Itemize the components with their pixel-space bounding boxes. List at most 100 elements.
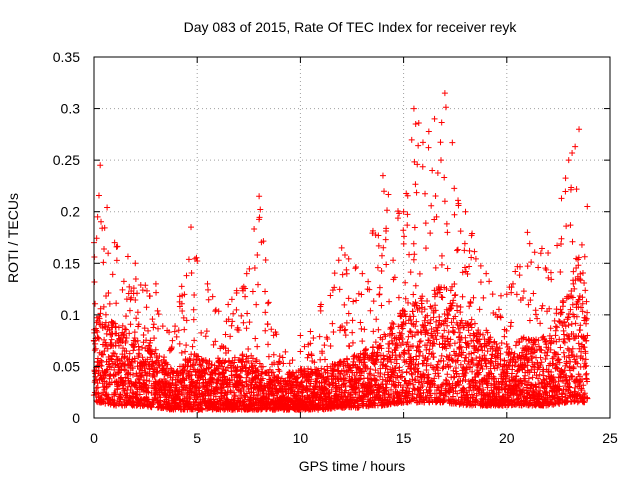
data-point bbox=[180, 314, 187, 321]
data-point bbox=[520, 386, 527, 393]
data-point bbox=[476, 336, 483, 343]
data-point bbox=[434, 330, 441, 337]
data-point bbox=[513, 373, 520, 380]
data-point bbox=[411, 224, 418, 231]
data-point bbox=[497, 314, 504, 321]
data-point bbox=[532, 341, 539, 348]
data-point bbox=[564, 379, 571, 386]
data-point bbox=[576, 276, 583, 283]
data-point bbox=[461, 264, 468, 271]
x-tick-label: 10 bbox=[293, 430, 309, 446]
data-point bbox=[567, 306, 574, 313]
data-point bbox=[311, 359, 318, 366]
data-point bbox=[175, 393, 182, 400]
data-point bbox=[494, 364, 501, 371]
data-point bbox=[417, 338, 424, 345]
data-point bbox=[318, 301, 325, 308]
data-point bbox=[416, 338, 423, 345]
data-point bbox=[545, 274, 552, 281]
data-point bbox=[182, 348, 189, 355]
data-point bbox=[575, 333, 582, 340]
data-point bbox=[104, 391, 111, 398]
data-point bbox=[111, 350, 118, 357]
data-point bbox=[526, 240, 533, 247]
data-point bbox=[508, 319, 515, 326]
data-point bbox=[430, 328, 437, 335]
data-point bbox=[434, 290, 441, 297]
data-point bbox=[416, 305, 423, 312]
data-point bbox=[553, 306, 560, 313]
data-point bbox=[473, 355, 480, 362]
data-point bbox=[131, 355, 138, 362]
data-point bbox=[122, 338, 129, 345]
data-point bbox=[524, 263, 531, 270]
data-point bbox=[466, 303, 473, 310]
data-point bbox=[108, 364, 115, 371]
data-point bbox=[164, 361, 171, 368]
data-point bbox=[147, 354, 154, 361]
data-point bbox=[538, 305, 545, 312]
data-point bbox=[375, 242, 382, 249]
data-point bbox=[526, 317, 533, 324]
data-point bbox=[410, 256, 417, 263]
data-point bbox=[410, 381, 417, 388]
data-point bbox=[282, 348, 289, 355]
data-point bbox=[339, 323, 346, 330]
data-point bbox=[358, 291, 365, 298]
data-point bbox=[256, 193, 263, 200]
data-point bbox=[390, 370, 397, 377]
data-point bbox=[145, 327, 152, 334]
data-point bbox=[509, 280, 516, 287]
data-point bbox=[101, 347, 108, 354]
data-point bbox=[130, 371, 137, 378]
data-point bbox=[375, 326, 382, 333]
data-point bbox=[443, 345, 450, 352]
data-point bbox=[155, 361, 162, 368]
data-point bbox=[262, 257, 269, 264]
data-point bbox=[443, 285, 450, 292]
data-point bbox=[178, 349, 185, 356]
data-point bbox=[259, 363, 266, 370]
data-point bbox=[485, 380, 492, 387]
data-point bbox=[122, 361, 129, 368]
data-point bbox=[253, 356, 260, 363]
data-point bbox=[187, 357, 194, 364]
data-point bbox=[544, 349, 551, 356]
x-tick-label: 20 bbox=[499, 430, 515, 446]
data-point bbox=[580, 382, 587, 389]
data-point bbox=[390, 321, 397, 328]
data-point bbox=[460, 365, 467, 372]
data-point bbox=[127, 321, 134, 328]
data-point bbox=[454, 378, 461, 385]
data-point bbox=[581, 344, 588, 351]
data-point bbox=[411, 366, 418, 373]
data-point bbox=[410, 240, 417, 247]
data-point bbox=[262, 288, 269, 295]
data-point bbox=[524, 362, 531, 369]
data-point bbox=[186, 368, 193, 375]
data-point bbox=[451, 281, 458, 288]
data-point bbox=[176, 396, 183, 403]
data-point bbox=[210, 341, 217, 348]
data-point bbox=[152, 346, 159, 353]
data-point bbox=[375, 232, 382, 239]
data-point bbox=[225, 347, 232, 354]
data-point bbox=[557, 344, 564, 351]
data-point bbox=[399, 340, 406, 347]
data-point bbox=[454, 390, 461, 397]
data-point bbox=[147, 337, 154, 344]
data-point bbox=[433, 213, 440, 220]
data-point bbox=[355, 290, 362, 297]
data-point bbox=[475, 327, 482, 334]
data-point bbox=[349, 329, 356, 336]
data-point bbox=[553, 324, 560, 331]
data-point bbox=[139, 344, 146, 351]
data-point bbox=[419, 293, 426, 300]
data-point bbox=[260, 238, 267, 245]
y-tick-label: 0.3 bbox=[61, 101, 81, 117]
data-point bbox=[398, 330, 405, 337]
data-point bbox=[568, 184, 575, 191]
data-point bbox=[222, 331, 229, 338]
x-axis-label: GPS time / hours bbox=[299, 458, 406, 474]
data-point bbox=[477, 331, 484, 338]
